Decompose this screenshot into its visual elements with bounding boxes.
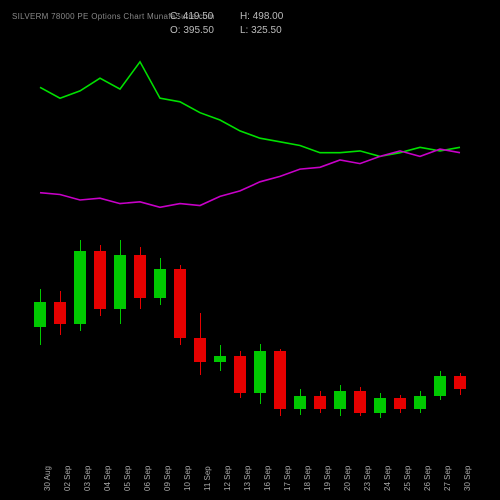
x-tick-label: 02 Sep	[63, 466, 67, 491]
candle-body	[454, 376, 466, 389]
chart-root: SILVERM 78000 PE Options Chart MunafaSut…	[0, 0, 500, 500]
candle-body	[334, 391, 346, 409]
high-readout: H: 498.00	[240, 10, 283, 24]
candle-body	[154, 269, 166, 298]
candle-body	[214, 356, 226, 361]
open-readout: O: 395.50	[170, 24, 214, 38]
x-tick-label: 11 Sep	[203, 466, 207, 491]
ind-green	[40, 62, 460, 157]
candle-body	[94, 251, 106, 309]
candle-body	[174, 269, 186, 338]
x-tick-label: 23 Sep	[363, 466, 367, 491]
candle-body	[134, 255, 146, 299]
x-tick-label: 06 Sep	[143, 466, 147, 491]
candle-body	[114, 255, 126, 310]
x-axis-labels: 30 Aug 02 Sep 03 Sep 04 Sep 05 Sep 06 Sep 09 S…	[30, 445, 470, 495]
candle-body	[394, 398, 406, 409]
x-tick-label: 10 Sep	[183, 466, 187, 491]
candle-body	[294, 396, 306, 409]
candle-body	[54, 302, 66, 324]
x-tick-label: 27 Sep	[443, 466, 447, 491]
candle-body	[234, 356, 246, 392]
candle-body	[434, 376, 446, 396]
x-tick-label: 26 Sep	[423, 466, 427, 491]
x-tick-label: 03 Sep	[83, 466, 87, 491]
x-tick-label: 16 Sep	[263, 466, 267, 491]
x-tick-label: 04 Sep	[103, 466, 107, 491]
x-tick-label: 25 Sep	[403, 466, 407, 491]
candle-body	[414, 396, 426, 409]
x-tick-label: 24 Sep	[383, 466, 387, 491]
ohlc-readout: C: 419.50 O: 395.50 H: 498.00 L: 325.50	[170, 10, 283, 38]
candle-body	[354, 391, 366, 413]
x-tick-label: 20 Sep	[343, 466, 347, 491]
candle-body	[74, 251, 86, 324]
x-tick-label: 17 Sep	[283, 466, 287, 491]
x-tick-label: 13 Sep	[243, 466, 247, 491]
indicator-overlay	[30, 40, 470, 440]
x-tick-label: 09 Sep	[163, 466, 167, 491]
candle-body	[374, 398, 386, 413]
candle-body	[254, 351, 266, 393]
high-value: 498.00	[253, 11, 284, 22]
x-tick-label: 18 Sep	[303, 466, 307, 491]
candle-body	[314, 396, 326, 409]
low-value: 325.50	[251, 25, 282, 36]
candle-body	[194, 338, 206, 362]
price-plot-area	[30, 40, 470, 440]
x-tick-label: 12 Sep	[223, 466, 227, 491]
x-tick-label: 19 Sep	[323, 466, 327, 491]
x-tick-label: 05 Sep	[123, 466, 127, 491]
x-tick-label: 30 Sep	[463, 466, 467, 491]
open-value: 395.50	[183, 25, 214, 36]
close-readout: C: 419.50	[170, 10, 214, 24]
x-tick-label: 30 Aug	[43, 466, 47, 491]
close-value: 419.50	[183, 11, 214, 22]
ind-magenta	[40, 149, 460, 207]
candle-body	[34, 302, 46, 327]
candle-body	[274, 351, 286, 409]
low-readout: L: 325.50	[240, 24, 283, 38]
